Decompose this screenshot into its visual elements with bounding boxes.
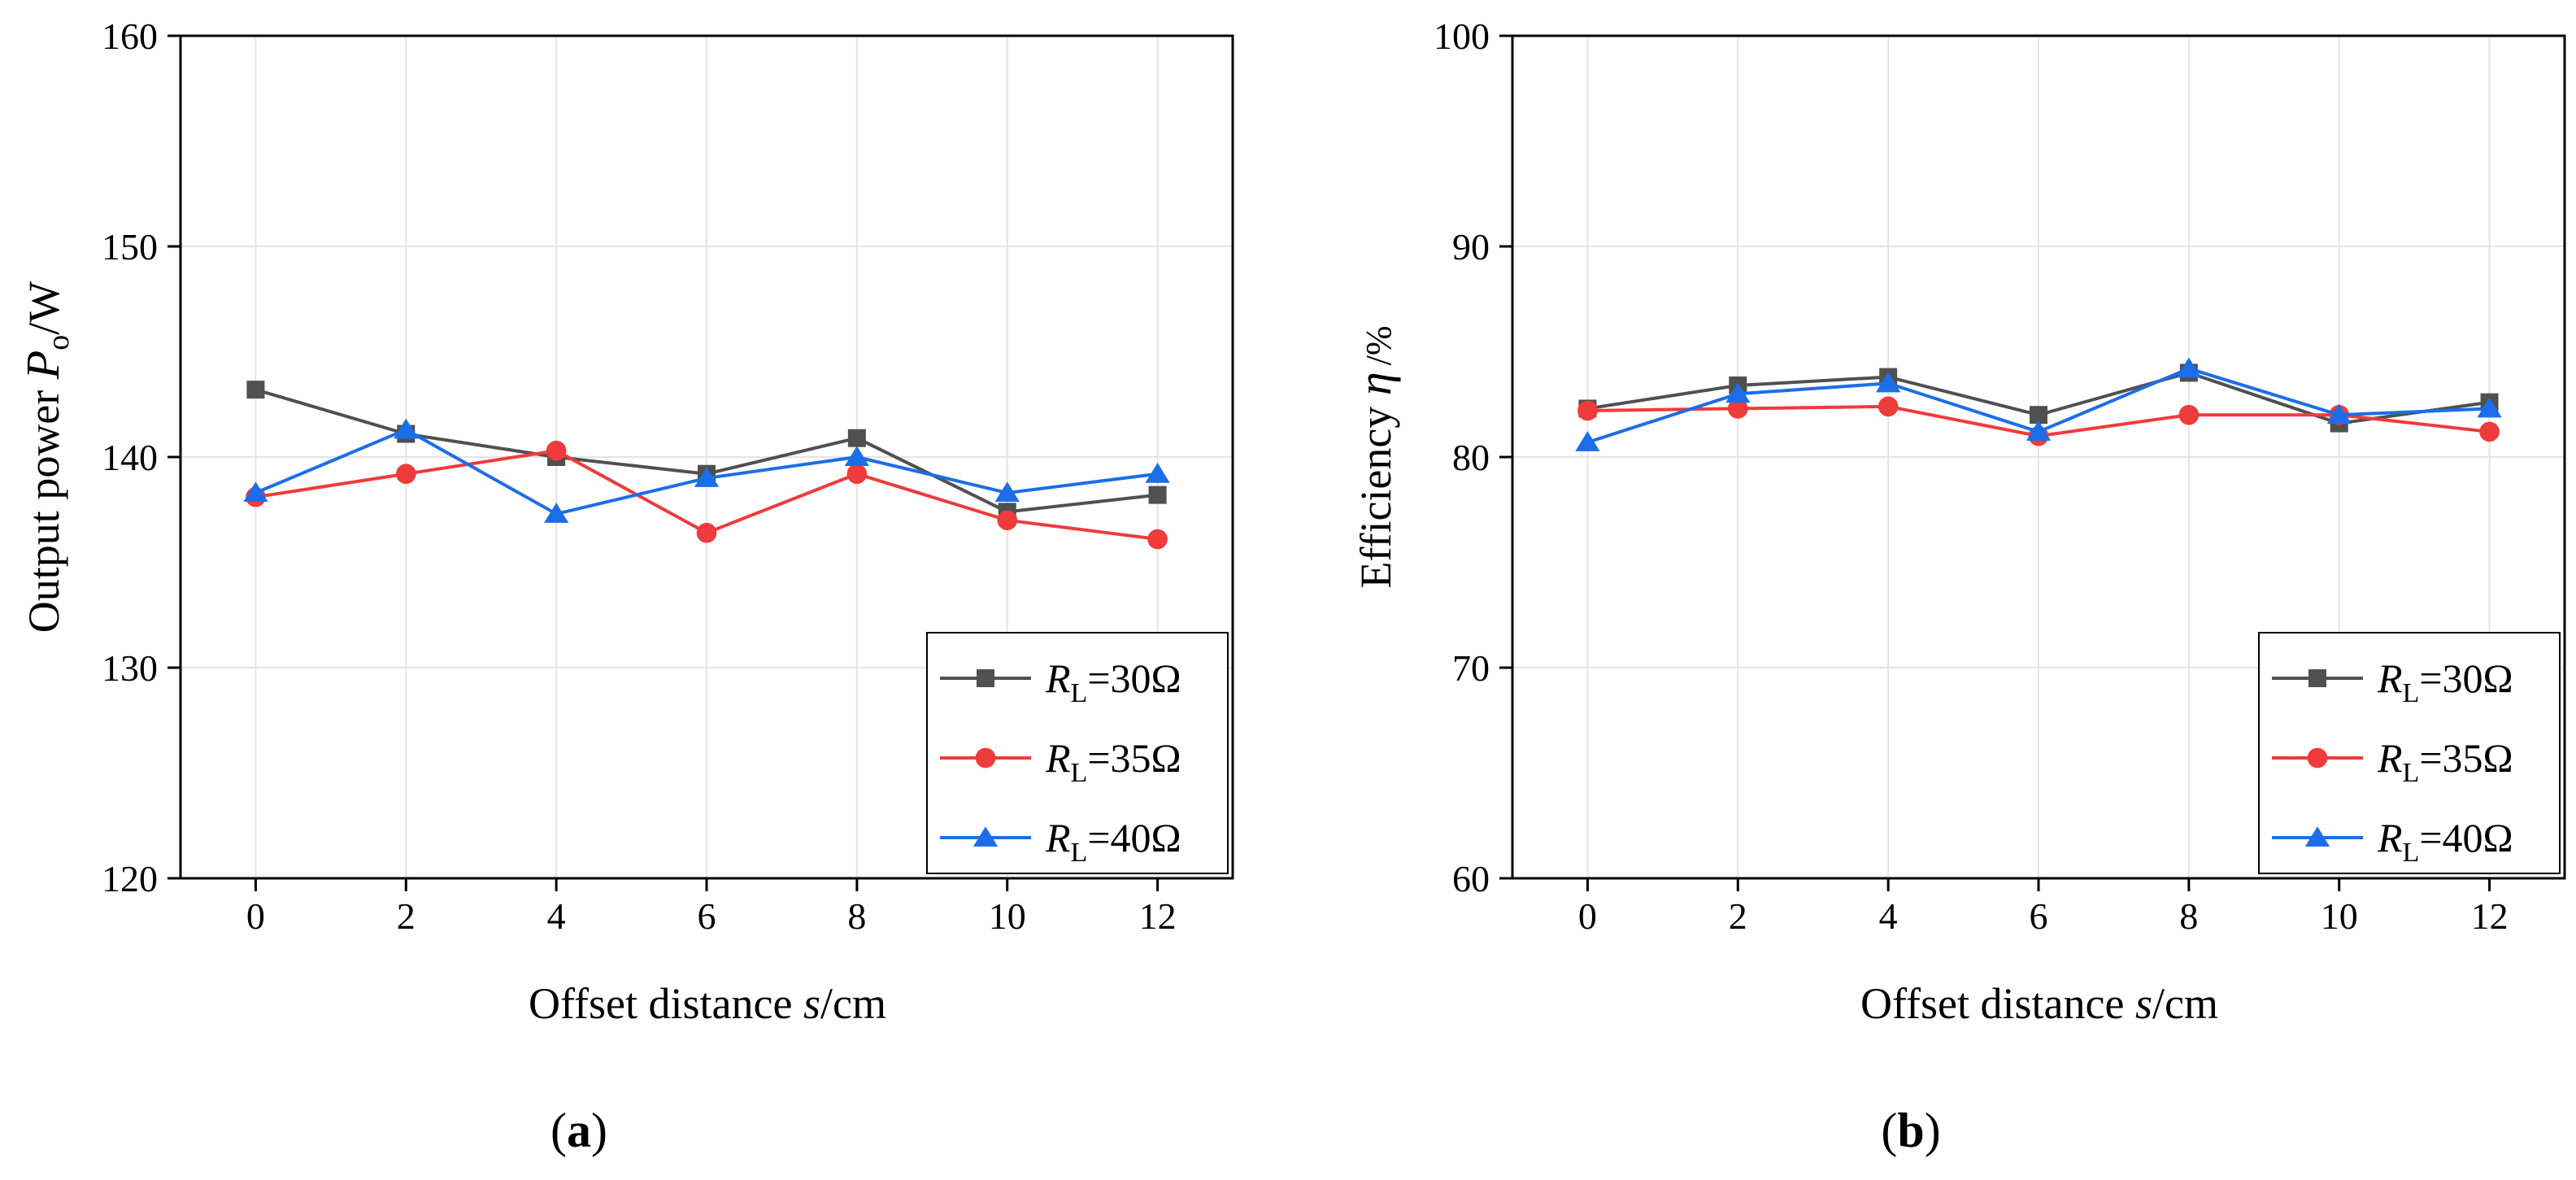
y-tick-label: 60	[1452, 858, 1490, 899]
data-point	[844, 446, 869, 466]
x-tick-label: 0	[1578, 895, 1597, 937]
data-point	[1725, 382, 1751, 403]
x-tick-label: 8	[847, 895, 866, 937]
data-point	[2176, 357, 2201, 378]
data-point	[1577, 400, 1598, 421]
data-point	[243, 481, 268, 503]
data-point	[246, 381, 265, 399]
x-tick-label: 10	[2321, 895, 2358, 937]
data-point	[997, 510, 1018, 531]
data-point	[847, 429, 866, 447]
data-point	[1878, 396, 1899, 417]
legend-label: RL=30Ω	[1045, 655, 1181, 708]
data-point	[2477, 397, 2502, 418]
legend-label: RL=35Ω	[1045, 735, 1181, 788]
data-point	[546, 440, 567, 461]
x-tick-label: 4	[547, 895, 566, 937]
y-tick-label: 70	[1452, 647, 1490, 689]
y-tick-label: 100	[1434, 15, 1490, 57]
legend-marker	[975, 747, 996, 769]
x-tick-label: 6	[698, 895, 716, 937]
legend-marker	[2307, 747, 2328, 769]
y-tick-label: 90	[1452, 226, 1490, 268]
data-point	[2326, 403, 2352, 425]
y-tick-label: 120	[102, 858, 158, 899]
series-circle	[246, 440, 1168, 550]
data-point	[544, 503, 569, 523]
legend-marker	[977, 669, 994, 687]
legend: RL=30Ω RL=35Ω RL=40Ω	[926, 632, 1229, 874]
panel-label: (a)	[550, 1104, 607, 1157]
x-tick-label: 10	[989, 895, 1026, 937]
legend-label: RL=35Ω	[2377, 735, 2513, 788]
series-triangle	[243, 418, 1170, 523]
data-point	[994, 481, 1020, 503]
x-tick-label: 0	[246, 895, 265, 937]
x-axis-title: Offset distance s/cm	[529, 979, 886, 1028]
legend: RL=30Ω RL=35Ω RL=40Ω	[2258, 632, 2561, 874]
legend-marker	[2308, 669, 2326, 687]
x-tick-label: 4	[1879, 895, 1898, 937]
data-point	[1145, 462, 1170, 483]
y-tick-label: 160	[102, 15, 158, 57]
y-axis-title: Output power Po/W	[16, 281, 76, 633]
legend-label: RL=30Ω	[2377, 655, 2513, 708]
x-tick-label: 2	[397, 895, 416, 937]
data-point	[694, 467, 720, 487]
chart-panel-b: 60 70 80 90 100 0 2 4 6 8 10 12 Offset distance s/cm…	[1348, 15, 2566, 1157]
y-axis-title: Efficiency η/%	[1348, 325, 1401, 588]
chart-panel-a: 120 130 140 150 160 0 2 4 6 8 10 12 Offset distance …	[16, 15, 1234, 1157]
y-tick-label: 130	[102, 647, 158, 689]
data-point	[1148, 485, 1167, 504]
series-triangle	[1575, 357, 2502, 451]
data-point	[846, 464, 868, 485]
y-tick-label: 150	[102, 226, 158, 268]
data-point	[1727, 398, 1748, 419]
data-point	[394, 418, 419, 439]
x-tick-label: 12	[2471, 895, 2509, 937]
x-tick-label: 2	[1729, 895, 1747, 937]
panel-label: (b)	[1881, 1104, 1940, 1157]
data-point	[696, 522, 717, 543]
data-point	[1147, 529, 1168, 550]
data-point	[2030, 406, 2047, 425]
y-tick-label: 80	[1452, 437, 1490, 478]
legend-marker	[2304, 826, 2330, 847]
y-tick-label: 140	[102, 437, 158, 478]
data-point	[2178, 404, 2200, 425]
legend-marker	[973, 826, 999, 847]
x-tick-label: 6	[2030, 895, 2048, 937]
data-point	[1876, 372, 1901, 393]
x-tick-label: 8	[2179, 895, 2198, 937]
x-axis-title: Offset distance s/cm	[1860, 979, 2218, 1028]
x-tick-label: 12	[1139, 895, 1177, 937]
data-point	[1575, 431, 1600, 451]
legend-label: RL=40Ω	[1045, 815, 1181, 868]
legend-label: RL=40Ω	[2377, 815, 2513, 868]
data-point	[2026, 420, 2052, 441]
data-point	[2479, 421, 2500, 442]
data-point	[395, 464, 416, 485]
